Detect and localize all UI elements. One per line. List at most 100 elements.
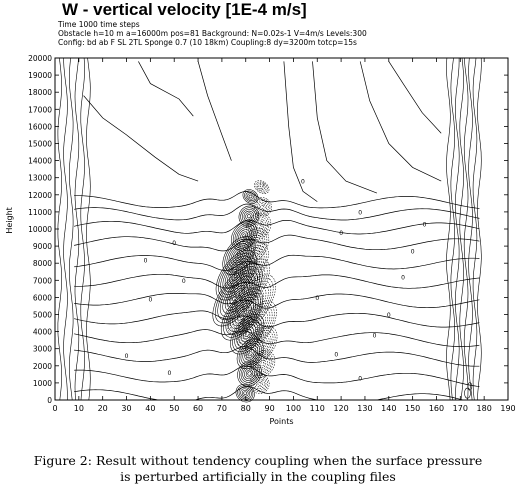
wave-contour bbox=[243, 391, 248, 395]
contour-label: 0 bbox=[172, 240, 176, 247]
x-tick-label: 10 bbox=[74, 404, 84, 413]
contour-line bbox=[74, 219, 480, 235]
chart-title: W - vertical velocity [1E-4 m/s] bbox=[62, 0, 307, 19]
wave-contour bbox=[224, 238, 254, 273]
contour-label: 0 bbox=[168, 370, 172, 377]
contour-line bbox=[359, 61, 442, 182]
wave-contour bbox=[256, 357, 268, 371]
wave-contour bbox=[232, 248, 246, 263]
wave-contour bbox=[239, 230, 268, 262]
y-tick-label: 20000 bbox=[28, 54, 52, 63]
boundary-contour bbox=[86, 57, 91, 401]
wave-contour bbox=[222, 258, 251, 293]
contour-lines bbox=[74, 61, 480, 401]
boundary-contour bbox=[446, 57, 451, 401]
wave-contour bbox=[256, 182, 267, 192]
wave-contour bbox=[256, 224, 261, 229]
contour-label: 0 bbox=[301, 179, 305, 186]
x-tick-label: 160 bbox=[429, 404, 444, 413]
wave-contour bbox=[260, 204, 264, 209]
contour-line bbox=[312, 61, 378, 194]
wave-contour bbox=[234, 225, 254, 247]
wave-contour bbox=[249, 241, 258, 251]
contour-label: 0 bbox=[339, 230, 343, 237]
wave-contour bbox=[224, 278, 251, 311]
contour-line bbox=[388, 61, 442, 134]
y-tick-label: 17000 bbox=[28, 105, 52, 114]
wave-contour bbox=[251, 352, 274, 377]
wave-contour bbox=[260, 361, 265, 367]
wave-contour bbox=[245, 311, 269, 339]
wave-contour bbox=[246, 214, 251, 219]
wave-contour bbox=[239, 362, 260, 385]
contour-label: 0 bbox=[148, 297, 152, 304]
boundary-contour bbox=[80, 57, 85, 401]
wave-contour bbox=[245, 212, 253, 220]
wave-contour bbox=[242, 189, 259, 204]
y-tick-label: 13000 bbox=[28, 174, 52, 183]
wave-contour bbox=[243, 295, 260, 315]
figure-caption-line1: Figure 2: Result without tendency coupli… bbox=[33, 453, 483, 468]
boundary-contour bbox=[63, 57, 68, 401]
wave-contour bbox=[242, 233, 247, 239]
wave-contour bbox=[244, 190, 257, 203]
boundary-contour bbox=[472, 57, 478, 401]
wave-contour bbox=[251, 218, 266, 235]
y-tick-label: 10000 bbox=[28, 225, 52, 234]
y-axis-ticks: 0 1000 2000 3000 4000 5000 6000 7000 8000 9000 100… bbox=[28, 54, 508, 405]
boundary-contours bbox=[57, 57, 482, 401]
y-tick-label: 14000 bbox=[28, 157, 52, 166]
wave-contour bbox=[238, 340, 262, 367]
figure-caption-line2: is perturbed artificially in the couplin… bbox=[120, 469, 396, 484]
boundary-contour bbox=[68, 57, 74, 401]
wave-contour bbox=[243, 210, 255, 222]
x-tick-label: 60 bbox=[193, 404, 203, 413]
y-tick-label: 16000 bbox=[28, 122, 52, 131]
x-tick-label: 120 bbox=[333, 404, 348, 413]
boundary-contour bbox=[477, 57, 482, 401]
wave-contour bbox=[258, 184, 265, 190]
wave-contour bbox=[242, 366, 257, 381]
x-tick-label: 190 bbox=[500, 404, 515, 413]
y-tick-label: 1000 bbox=[33, 379, 52, 388]
wave-contour bbox=[253, 354, 272, 375]
contour-line bbox=[74, 346, 480, 367]
wave-contour bbox=[242, 257, 256, 274]
y-tick-label: 5000 bbox=[33, 311, 52, 320]
wave-contour bbox=[259, 185, 264, 189]
boundary-contour bbox=[464, 387, 471, 399]
y-tick-label: 11000 bbox=[28, 208, 52, 217]
wave-contour bbox=[254, 222, 263, 231]
contour-label: 0 bbox=[401, 274, 405, 281]
wave-contour bbox=[240, 364, 259, 383]
wave-contour bbox=[244, 347, 257, 361]
contour-label: 0 bbox=[411, 249, 415, 256]
wave-contour bbox=[255, 181, 268, 193]
wave-contour bbox=[247, 193, 254, 200]
x-tick-label: 100 bbox=[286, 404, 301, 413]
wave-contour bbox=[232, 223, 256, 249]
wave-contour bbox=[252, 334, 270, 354]
wave-contour bbox=[244, 367, 255, 380]
contour-line bbox=[74, 234, 480, 252]
wave-contour bbox=[229, 277, 274, 333]
wave-contour bbox=[237, 385, 254, 401]
wave-contour bbox=[258, 203, 266, 211]
boundary-contour bbox=[467, 382, 473, 391]
x-tick-label: 40 bbox=[145, 404, 155, 413]
wave-contour bbox=[243, 308, 271, 341]
y-tick-label: 6000 bbox=[33, 293, 52, 302]
wave-contour bbox=[258, 341, 264, 347]
config-info: Config: bd ab F SL 2TL Sponge 0.7 (10 18… bbox=[58, 38, 357, 47]
wave-contour bbox=[245, 369, 254, 378]
contour-label: 0 bbox=[358, 209, 362, 216]
contour-line bbox=[74, 310, 480, 328]
wave-contour bbox=[247, 327, 276, 361]
wave-contour bbox=[248, 194, 253, 199]
contour-line bbox=[74, 273, 480, 289]
contour-line bbox=[197, 61, 232, 161]
wave-contour bbox=[257, 201, 268, 212]
contour-line bbox=[74, 191, 480, 209]
wave-contour bbox=[238, 205, 260, 227]
